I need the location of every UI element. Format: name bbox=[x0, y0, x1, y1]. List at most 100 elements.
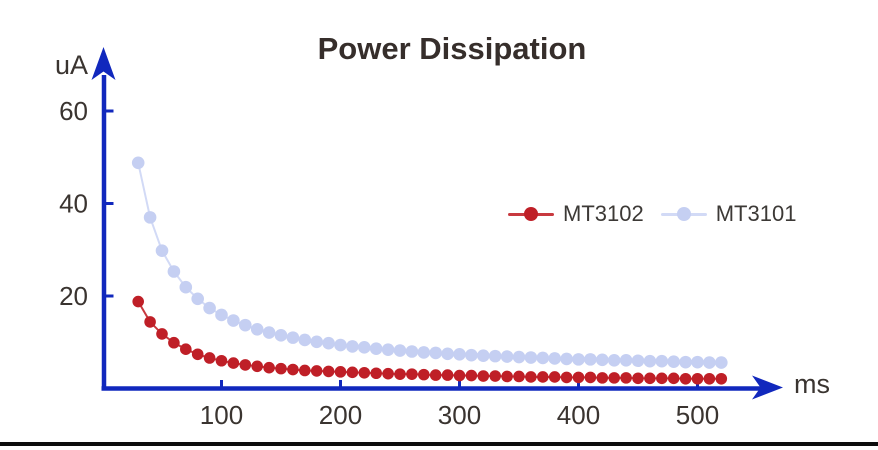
MT3102-point bbox=[370, 367, 383, 380]
MT3102-point bbox=[691, 372, 704, 385]
MT3102-point bbox=[382, 367, 394, 380]
MT3102-point bbox=[144, 316, 156, 328]
MT3102-point bbox=[608, 372, 620, 384]
legend-label: MT3101 bbox=[715, 201, 797, 226]
MT3102-point bbox=[132, 295, 144, 308]
MT3101-point bbox=[477, 349, 490, 362]
MT3101-point bbox=[536, 351, 550, 365]
MT3101-point bbox=[524, 351, 538, 364]
MT3102-point bbox=[406, 368, 418, 380]
MT3102-point bbox=[703, 372, 716, 385]
MT3101-point bbox=[655, 354, 669, 368]
MT3101-point bbox=[334, 338, 347, 352]
MT3101-point bbox=[167, 265, 181, 278]
window-bottom-border bbox=[0, 442, 878, 446]
MT3101-point bbox=[262, 326, 276, 339]
MT3101-point bbox=[548, 352, 561, 365]
MT3101-point bbox=[155, 244, 169, 257]
legend-item-MT3101: MT3101 bbox=[660, 201, 797, 227]
MT3102-point bbox=[667, 372, 680, 385]
MT3101-point bbox=[286, 331, 300, 344]
x-tick-label: 200 bbox=[319, 400, 362, 430]
MT3102-point bbox=[418, 368, 430, 381]
MT3101-point bbox=[500, 350, 514, 363]
x-tick-label: 400 bbox=[557, 400, 600, 430]
MT3102-point bbox=[239, 359, 252, 371]
y-tick-label: 20 bbox=[59, 281, 88, 311]
MT3101-point bbox=[417, 346, 431, 359]
MT3102-point bbox=[453, 369, 466, 382]
MT3102-point bbox=[715, 372, 728, 385]
MT3101-point bbox=[381, 343, 395, 356]
MT3102-point bbox=[263, 361, 275, 374]
MT3101-point bbox=[441, 347, 454, 361]
MT3102-point bbox=[584, 371, 597, 384]
MT3102-point bbox=[180, 343, 192, 355]
legend-label: MT3102 bbox=[563, 201, 644, 226]
y-tick-label: 40 bbox=[59, 189, 88, 219]
MT3102-point bbox=[215, 354, 228, 367]
MT3102-point bbox=[310, 365, 323, 377]
legend-dot-icon bbox=[676, 207, 691, 221]
MT3102-point bbox=[346, 366, 359, 379]
MT3102-point bbox=[322, 365, 335, 378]
MT3102-point bbox=[441, 369, 454, 381]
MT3102-point bbox=[156, 328, 168, 340]
chart-legend: MT3102 MT3101 bbox=[508, 201, 797, 227]
MT3102-point bbox=[596, 372, 609, 384]
MT3101-point bbox=[298, 333, 312, 347]
MT3101-point bbox=[179, 280, 193, 294]
x-axis-unit-label: ms bbox=[794, 369, 830, 399]
MT3102-point bbox=[465, 369, 478, 382]
MT3101-point bbox=[631, 354, 645, 368]
MT3101-point bbox=[429, 346, 443, 360]
x-axis-arrow-icon bbox=[752, 375, 783, 400]
y-tick-label: 60 bbox=[59, 96, 88, 126]
MT3101-point bbox=[715, 356, 728, 369]
MT3101-point bbox=[619, 353, 633, 367]
MT3101-point bbox=[703, 356, 716, 369]
chart-title: Power Dissipation bbox=[317, 31, 587, 66]
MT3101-point bbox=[239, 318, 252, 332]
legend-marker-icon bbox=[508, 207, 554, 221]
MT3101-point bbox=[131, 156, 145, 170]
y-axis-unit-label: uA bbox=[55, 50, 89, 80]
MT3101-point bbox=[453, 347, 466, 361]
MT3102-point bbox=[537, 371, 549, 383]
MT3102-point bbox=[525, 371, 537, 383]
MT3102-point bbox=[203, 352, 216, 364]
MT3102-point bbox=[548, 371, 561, 383]
MT3102-point bbox=[394, 368, 406, 380]
MT3101-point bbox=[572, 353, 585, 366]
MT3102-point bbox=[358, 366, 371, 379]
MT3101-point bbox=[643, 354, 657, 368]
y-axis-arrow-icon bbox=[91, 47, 116, 80]
MT3101-point bbox=[691, 355, 704, 369]
MT3102-point bbox=[501, 370, 513, 383]
MT3101-point bbox=[310, 335, 324, 349]
MT3101-point bbox=[465, 348, 478, 362]
MT3101-point bbox=[227, 314, 240, 327]
MT3101-line bbox=[137, 162, 722, 364]
MT3101-point bbox=[393, 344, 407, 357]
MT3101-point bbox=[667, 355, 680, 368]
x-tick-label: 300 bbox=[438, 400, 481, 430]
MT3102-point bbox=[513, 370, 525, 383]
MT3102-point bbox=[489, 370, 502, 382]
MT3101-point bbox=[250, 323, 264, 336]
MT3101-point bbox=[607, 353, 621, 367]
MT3101-point bbox=[143, 211, 157, 224]
MT3101-point bbox=[405, 345, 419, 358]
MT3101-point bbox=[679, 355, 692, 369]
MT3102-point bbox=[334, 366, 347, 378]
MT3102-point bbox=[299, 364, 311, 377]
MT3102-point bbox=[251, 360, 263, 373]
MT3101-point bbox=[512, 350, 526, 364]
MT3101-point bbox=[596, 353, 609, 367]
MT3102-point bbox=[429, 369, 442, 381]
MT3102-point bbox=[656, 372, 668, 385]
MT3101-point bbox=[584, 353, 597, 366]
MT3102-point bbox=[227, 357, 240, 369]
MT3101-point bbox=[203, 301, 216, 315]
